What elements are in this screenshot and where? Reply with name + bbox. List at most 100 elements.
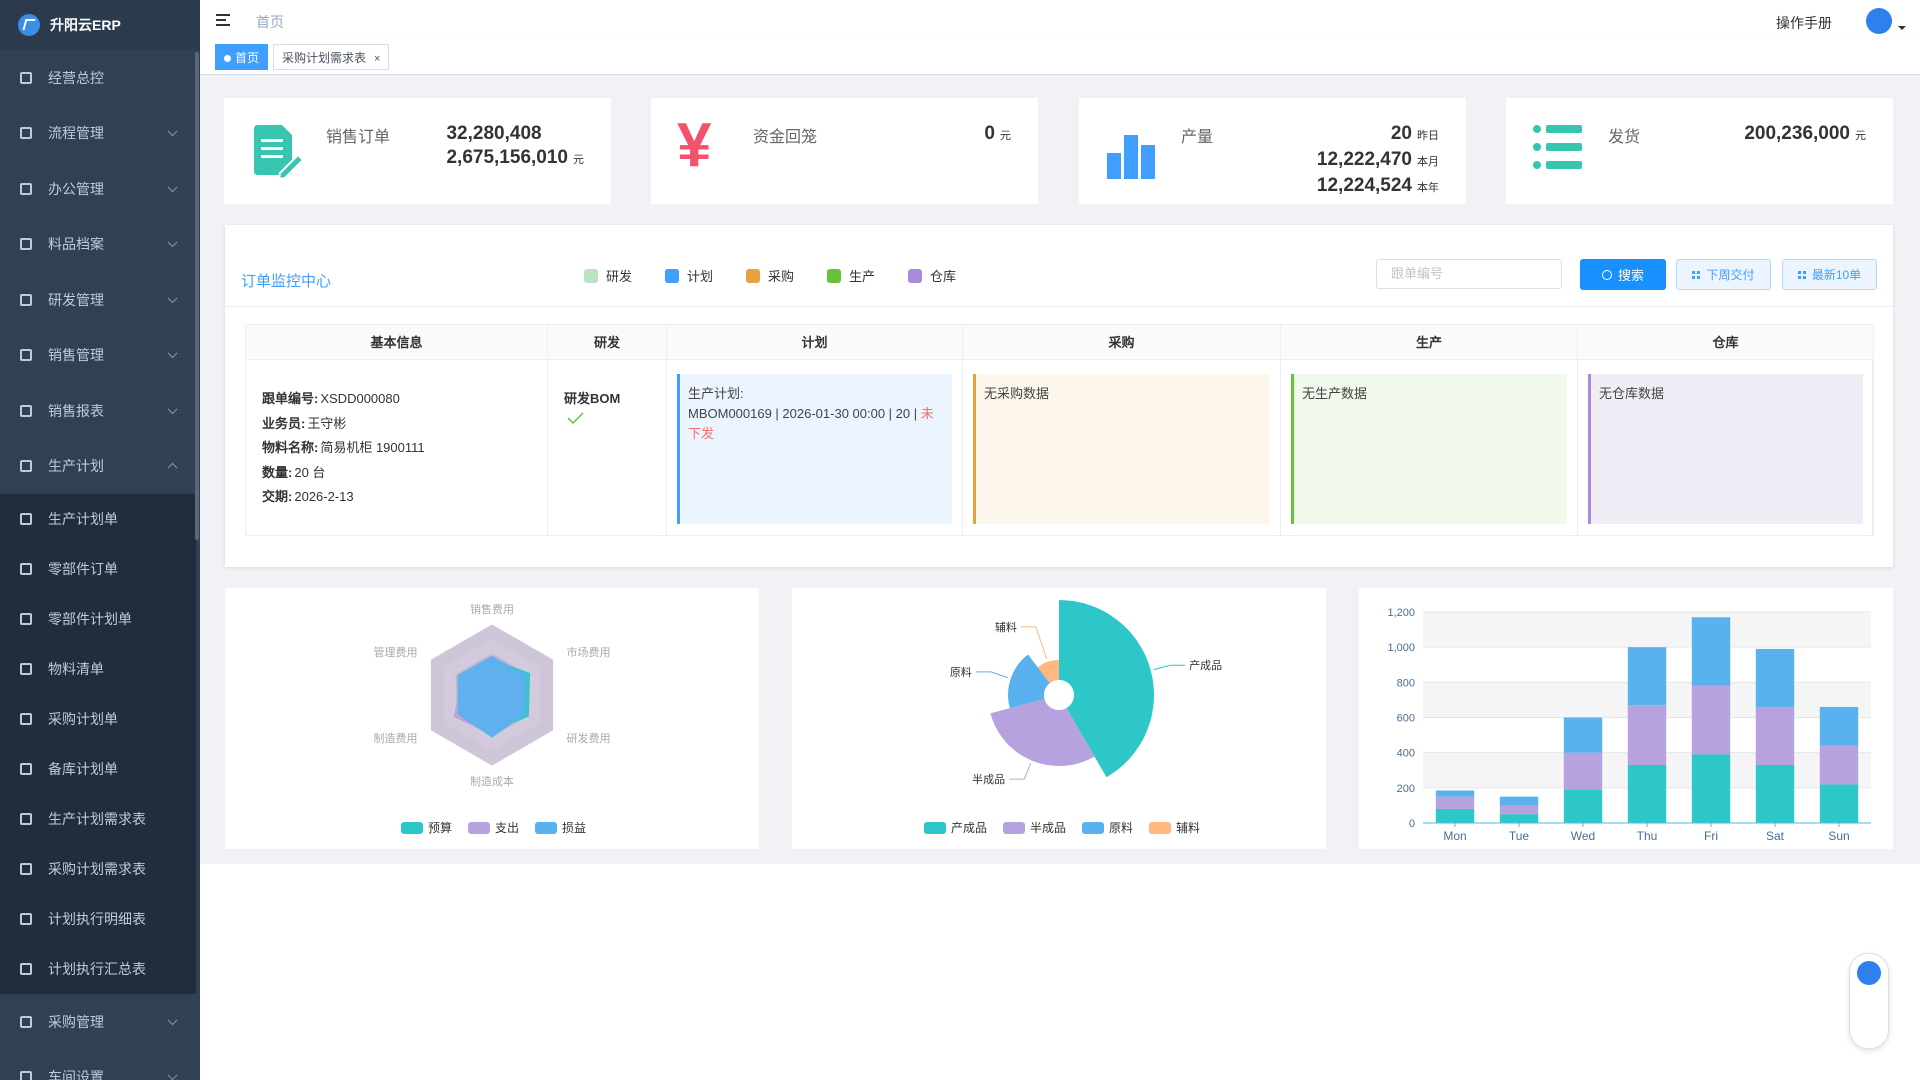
legend-label: 损益: [562, 821, 586, 835]
menu-item[interactable]: 办公管理: [0, 161, 196, 216]
brand-name: 升阳云ERP: [50, 17, 121, 33]
menu-label: 办公管理: [48, 180, 104, 197]
table-cell: 无生产数据: [1281, 360, 1578, 536]
stat-row: 12,224,524 本年: [1317, 174, 1439, 200]
chart: 0 200 400 600 800 1,000 1,200 Mon Tue Wed Thu Fri Sa…: [1387, 607, 1871, 843]
avatar[interactable]: [1866, 8, 1892, 34]
menu-label: 研发管理: [48, 291, 104, 308]
submenu-icon: [20, 663, 32, 675]
manual-link[interactable]: 操作手册: [1776, 15, 1832, 31]
x-tick-label: Wed: [1571, 829, 1595, 843]
submenu-item[interactable]: 生产计划需求表: [0, 794, 196, 844]
chart-card: 0 200 400 600 800 1,000 1,200 Mon Tue Wed Thu Fri Sa…: [1359, 588, 1893, 849]
menu-item[interactable]: 生产计划: [0, 439, 196, 494]
table-cell: 生产计划: MBOM000169 | 2026-01-30 00:00 | 20 …: [667, 360, 963, 536]
radar-area: [457, 655, 527, 738]
filter-button[interactable]: 最新10单: [1782, 259, 1877, 290]
menu-label: 流程管理: [48, 125, 104, 141]
rose-slice: [990, 698, 1095, 766]
submenu-item[interactable]: 采购计划单: [0, 694, 196, 744]
avatar-caret[interactable]: [1898, 26, 1906, 34]
slice-label: 原料: [950, 665, 972, 679]
menu-arrow: [167, 181, 178, 192]
menu-toggle[interactable]: [216, 14, 230, 26]
field-label: 物料名称:: [262, 440, 319, 455]
stat-row: 32,280,408: [446, 122, 584, 146]
submenu-item[interactable]: 零部件订单: [0, 544, 196, 594]
table-cell: 无仓库数据: [1578, 360, 1874, 536]
stat-values: 32,280,408 2,675,156,010 元: [446, 122, 584, 172]
search-input[interactable]: 跟单编号: [1376, 259, 1562, 289]
submenu-item[interactable]: 计划执行汇总表: [0, 944, 196, 994]
brand-logo: [18, 14, 40, 36]
stat-card: ¥ 资金回笼 0 元: [651, 98, 1038, 204]
stat-row: 2,675,156,010 元: [446, 146, 584, 172]
menu-item[interactable]: 料品档案: [0, 217, 196, 272]
ai-assistant[interactable]: [1849, 953, 1889, 1049]
chart-card: 产成品 半成品 原料 辅料 产成品 半成品 原料 辅料: [792, 588, 1326, 849]
stage-box: 无生产数据: [1291, 374, 1567, 524]
slice-label: 半成品: [972, 772, 1005, 786]
monitor-title: 订单监控中心: [241, 273, 332, 290]
menu-item[interactable]: 销售报表: [0, 383, 196, 438]
field-value: 王守彬: [307, 415, 347, 431]
x-tick-label: Mon: [1443, 829, 1466, 843]
monitor-table: 基本信息 研发 计划 采购 生产 仓库 跟单编号: XSDD000080 业务员: 王守彬 物料名称…: [245, 324, 1874, 536]
icon-line: [261, 155, 283, 158]
submenu-item[interactable]: 物料清单: [0, 644, 196, 694]
submenu-label: 采购计划需求表: [48, 861, 146, 877]
submenu-icon: [20, 763, 32, 775]
search-button[interactable]: 搜索: [1580, 259, 1666, 290]
stat-card: 产量 20 昨日 12,222,470 本月 12,224,524 本年: [1079, 98, 1466, 204]
bar-segment: [1627, 764, 1667, 823]
tab[interactable]: 首页: [215, 44, 269, 70]
menu-item[interactable]: 经营总控: [0, 50, 196, 105]
bar-segment: [1627, 705, 1667, 765]
menu-item[interactable]: 车间设置: [0, 1050, 196, 1080]
stat-icon: [254, 125, 305, 179]
menu-label: 销售报表: [48, 402, 104, 419]
submenu-label: 备库计划单: [48, 761, 118, 777]
bar-segment: [1627, 647, 1667, 706]
filter-button[interactable]: 下周交付: [1676, 259, 1771, 290]
stat-unit: 元: [573, 154, 584, 166]
brand[interactable]: 升阳云ERP: [0, 0, 200, 50]
stat-value: 0: [984, 123, 995, 144]
legend-label: 生产: [849, 269, 876, 284]
y-tick-label: 800: [1397, 677, 1415, 689]
breadcrumb[interactable]: 首页: [256, 14, 284, 30]
plan-text: MBOM000169 | 2026-01-30 00:00 | 20 |: [688, 406, 921, 421]
submenu-item[interactable]: 零部件计划单: [0, 594, 196, 644]
y-tick-label: 1,000: [1387, 642, 1415, 654]
menu-item[interactable]: 研发管理: [0, 272, 196, 327]
tab[interactable]: 采购计划需求表 ×: [273, 44, 390, 70]
bar-segment: [1435, 796, 1475, 809]
legend-label: 计划: [687, 269, 714, 284]
stat-unit: 元: [1000, 130, 1011, 142]
submenu-label: 生产计划需求表: [48, 811, 146, 827]
scrollbar[interactable]: [195, 52, 199, 540]
legend-swatch: [827, 268, 841, 283]
ai-avatar: [1857, 961, 1881, 985]
menu-icon: [20, 293, 32, 306]
field-label: 数量:: [262, 464, 293, 480]
submenu-item[interactable]: 计划执行明细表: [0, 894, 196, 944]
menu-item[interactable]: 采购管理: [0, 994, 196, 1049]
menu-label: 销售管理: [48, 347, 104, 363]
menu-item[interactable]: 销售管理: [0, 328, 196, 383]
legend-item: 采购: [746, 266, 794, 285]
submenu-item[interactable]: 采购计划需求表: [0, 844, 196, 894]
order-field: 数量: 20 台: [262, 462, 325, 481]
submenu-item[interactable]: 备库计划单: [0, 744, 196, 794]
menu-item[interactable]: 流程管理: [0, 106, 196, 161]
bar-segment: [1691, 685, 1731, 755]
slice-label: 辅料: [995, 620, 1017, 634]
field-label: 业务员:: [262, 415, 306, 431]
tab-close[interactable]: ×: [374, 53, 381, 65]
x-tick-label: Fri: [1704, 829, 1718, 843]
submenu-icon: [20, 813, 32, 825]
submenu-item[interactable]: 生产计划单: [0, 494, 196, 544]
menu-icon: [20, 182, 32, 195]
